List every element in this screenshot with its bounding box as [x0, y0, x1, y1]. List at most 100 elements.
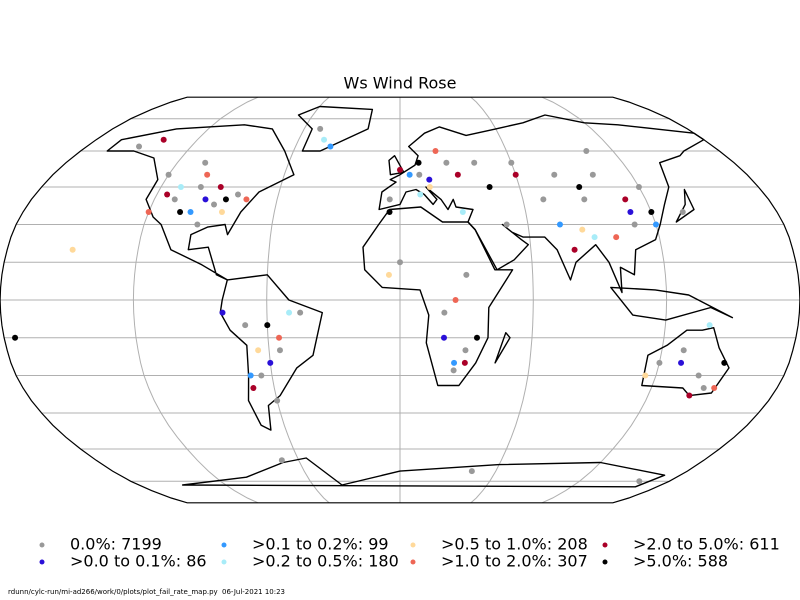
station-point [415, 159, 422, 166]
station-point [218, 208, 225, 215]
coastline [181, 457, 666, 488]
station-point [540, 196, 547, 203]
station-point [551, 171, 558, 178]
station-point [581, 196, 588, 203]
station-point [217, 183, 224, 190]
legend-marker [221, 542, 227, 548]
station-point [243, 196, 250, 203]
station-point [622, 196, 629, 203]
station-point [462, 347, 469, 354]
station-point [250, 385, 257, 392]
station-point [468, 468, 475, 475]
legend-marker [602, 559, 608, 565]
station-point [406, 171, 413, 178]
footer-path: rdunn/cylc-run/mi-ad266/work/0/plots/plo… [8, 588, 218, 596]
station-point [441, 309, 448, 316]
meridian [470, 96, 534, 504]
station-point [700, 385, 707, 392]
station-point [636, 478, 643, 485]
station-point [264, 322, 271, 329]
station-point [177, 183, 184, 190]
station-point [165, 171, 172, 178]
station-point [571, 246, 578, 253]
station-point [234, 191, 241, 198]
coastline [106, 124, 295, 281]
station-point [440, 334, 447, 341]
station-point [556, 221, 563, 228]
station-point [145, 208, 152, 215]
meridian [266, 96, 330, 504]
meridian [132, 96, 259, 504]
station-point [204, 171, 211, 178]
legend-marker [221, 559, 227, 565]
station-point [202, 159, 209, 166]
station-point [579, 226, 586, 233]
legend-marker [39, 559, 45, 565]
coastline [378, 114, 705, 294]
station-point [652, 221, 659, 228]
station-point [160, 136, 167, 143]
station-point [69, 246, 76, 253]
station-point [473, 334, 480, 341]
station-point [255, 347, 262, 354]
graticule [0, 96, 800, 504]
station-point [508, 159, 515, 166]
station-point [426, 176, 433, 183]
station-point [613, 234, 620, 241]
station-point [317, 125, 324, 132]
station-point [222, 196, 229, 203]
station-point [686, 392, 693, 399]
map-boundary [0, 96, 800, 504]
legend-marker [39, 542, 45, 548]
station-point [197, 183, 204, 190]
coastline [219, 274, 323, 431]
station-point [721, 359, 728, 366]
station-point [648, 208, 655, 215]
station-point [459, 208, 466, 215]
station-point [679, 208, 686, 215]
station-point [486, 183, 493, 190]
station-point [276, 334, 283, 341]
station-point [711, 385, 718, 392]
station-point [327, 143, 334, 150]
station-point [242, 322, 249, 329]
station-point [627, 208, 634, 215]
legend-label: >5.0%: 588 [633, 552, 728, 571]
legend-marker [410, 559, 416, 565]
station-point [426, 183, 433, 190]
station-point [591, 234, 598, 241]
legend-label: >0.2 to 0.5%: 180 [252, 552, 399, 571]
station-point [12, 334, 19, 341]
station-point [451, 359, 458, 366]
station-point [258, 372, 265, 379]
station-point [576, 183, 583, 190]
meridian [541, 96, 668, 504]
station-point [219, 309, 226, 316]
station-point [512, 171, 519, 178]
station-point [452, 297, 459, 303]
station-point [297, 309, 304, 316]
station-point [136, 143, 143, 150]
coastline [610, 286, 734, 321]
station-point [416, 171, 423, 178]
station-point [631, 221, 638, 228]
station-point [171, 196, 178, 203]
station-point [286, 309, 293, 316]
stations [12, 125, 728, 485]
station-point [642, 372, 649, 379]
station-point [583, 147, 590, 154]
station-point [461, 359, 468, 366]
station-point [471, 159, 478, 166]
station-point [695, 372, 702, 379]
station-point [385, 271, 392, 278]
coastline [641, 327, 730, 397]
legend-marker [602, 542, 608, 548]
station-point [194, 221, 201, 228]
coastline [362, 206, 514, 387]
station-point [274, 397, 281, 404]
legend-label: >2.0 to 5.0%: 611 [633, 535, 780, 554]
legend-label: >0.5 to 1.0%: 208 [441, 535, 588, 554]
station-point [386, 208, 393, 215]
legend-label: >1.0 to 2.0%: 307 [441, 552, 588, 571]
coastline [494, 332, 511, 364]
